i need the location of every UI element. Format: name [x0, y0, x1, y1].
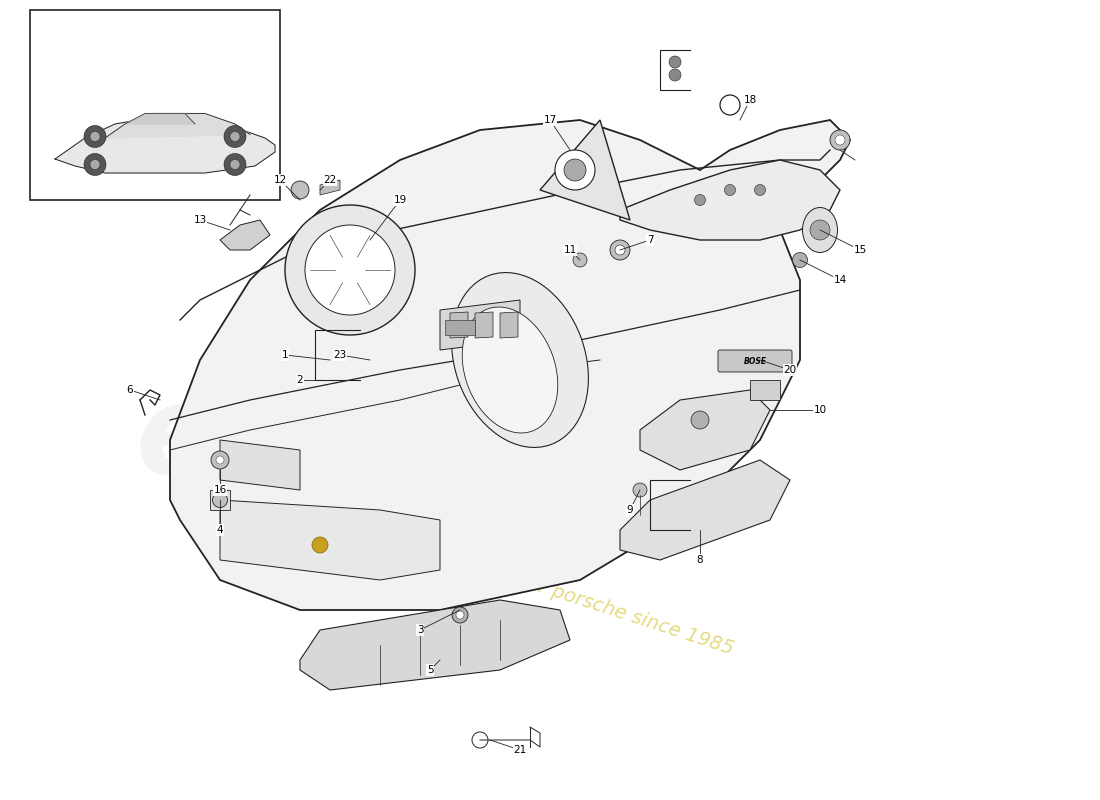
- Text: 21: 21: [514, 745, 527, 755]
- Polygon shape: [475, 312, 493, 338]
- Circle shape: [694, 194, 705, 206]
- Text: 17: 17: [543, 115, 557, 125]
- Polygon shape: [220, 440, 300, 490]
- Circle shape: [212, 493, 228, 507]
- Text: 5: 5: [427, 665, 433, 675]
- Circle shape: [564, 159, 586, 181]
- Circle shape: [230, 131, 240, 142]
- Circle shape: [669, 69, 681, 81]
- Polygon shape: [220, 500, 440, 580]
- Circle shape: [755, 185, 766, 195]
- Circle shape: [292, 181, 309, 199]
- Polygon shape: [450, 312, 468, 338]
- Polygon shape: [220, 220, 270, 250]
- Ellipse shape: [452, 273, 588, 447]
- Text: 10: 10: [813, 405, 826, 415]
- Circle shape: [691, 411, 710, 429]
- Polygon shape: [620, 460, 790, 560]
- Text: 19: 19: [394, 195, 407, 205]
- Polygon shape: [55, 117, 275, 173]
- Circle shape: [84, 154, 106, 175]
- Text: 16: 16: [213, 485, 227, 495]
- Circle shape: [725, 185, 736, 195]
- FancyBboxPatch shape: [718, 350, 792, 372]
- Text: 7: 7: [647, 235, 653, 245]
- Circle shape: [632, 483, 647, 497]
- Circle shape: [90, 131, 100, 142]
- Circle shape: [456, 611, 464, 619]
- Text: BOSE: BOSE: [744, 357, 767, 366]
- Ellipse shape: [462, 307, 558, 433]
- Text: 2: 2: [297, 375, 304, 385]
- Ellipse shape: [803, 207, 837, 253]
- Text: 1: 1: [282, 350, 288, 360]
- Text: 20: 20: [783, 365, 796, 375]
- Polygon shape: [640, 390, 770, 470]
- Text: 14: 14: [834, 275, 847, 285]
- Polygon shape: [500, 312, 518, 338]
- Polygon shape: [750, 380, 780, 400]
- Circle shape: [573, 253, 587, 267]
- Circle shape: [810, 220, 830, 240]
- Text: a passion for porsche since 1985: a passion for porsche since 1985: [424, 542, 736, 658]
- Circle shape: [84, 126, 106, 147]
- Polygon shape: [440, 300, 520, 350]
- Text: 3: 3: [417, 625, 424, 635]
- Circle shape: [610, 240, 630, 260]
- FancyBboxPatch shape: [446, 320, 475, 335]
- Text: 15: 15: [854, 245, 867, 255]
- Circle shape: [835, 135, 845, 145]
- Circle shape: [224, 154, 246, 175]
- Text: 22: 22: [323, 175, 337, 185]
- Circle shape: [669, 56, 681, 68]
- Polygon shape: [170, 120, 850, 610]
- Circle shape: [305, 225, 395, 315]
- Text: 8: 8: [696, 555, 703, 565]
- Polygon shape: [300, 600, 570, 690]
- Circle shape: [211, 451, 229, 469]
- Text: 6: 6: [126, 385, 133, 395]
- Text: 12: 12: [274, 175, 287, 185]
- Circle shape: [216, 456, 224, 464]
- Circle shape: [312, 537, 328, 553]
- Text: 11: 11: [563, 245, 576, 255]
- Circle shape: [285, 205, 415, 335]
- Circle shape: [224, 126, 246, 147]
- Text: 4: 4: [217, 525, 223, 535]
- Circle shape: [830, 130, 850, 150]
- Polygon shape: [125, 114, 195, 124]
- Text: 23: 23: [333, 350, 346, 360]
- Circle shape: [90, 159, 100, 170]
- Circle shape: [615, 245, 625, 255]
- Text: europes: europes: [135, 379, 705, 501]
- FancyBboxPatch shape: [30, 10, 280, 200]
- Circle shape: [230, 159, 240, 170]
- Polygon shape: [104, 114, 250, 138]
- Text: 13: 13: [194, 215, 207, 225]
- Circle shape: [452, 607, 468, 623]
- Text: 18: 18: [744, 95, 757, 105]
- Polygon shape: [540, 120, 630, 220]
- Polygon shape: [210, 490, 230, 510]
- Circle shape: [556, 150, 595, 190]
- Text: 9: 9: [627, 505, 634, 515]
- Polygon shape: [620, 160, 840, 240]
- Circle shape: [792, 253, 807, 267]
- Polygon shape: [320, 180, 340, 195]
